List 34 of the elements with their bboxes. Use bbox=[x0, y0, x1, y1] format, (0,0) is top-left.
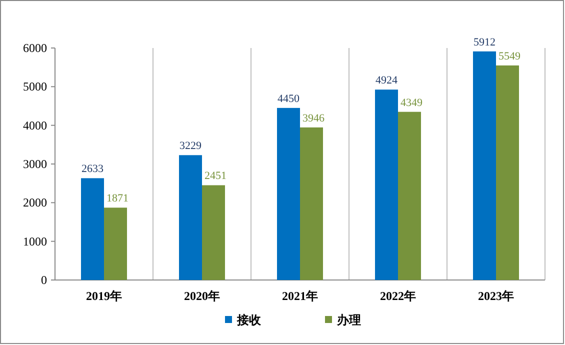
data-label: 5912 bbox=[474, 36, 496, 48]
data-label: 3229 bbox=[180, 140, 202, 152]
legend-label: 接收 bbox=[236, 313, 262, 327]
y-tick-label: 3000 bbox=[23, 157, 47, 171]
x-tick-label: 2020年 bbox=[184, 289, 220, 303]
y-tick-label: 2000 bbox=[23, 196, 47, 210]
x-tick-label: 2021年 bbox=[282, 289, 318, 303]
bar bbox=[473, 51, 496, 280]
legend-label: 办理 bbox=[336, 313, 361, 327]
bar bbox=[202, 185, 225, 280]
bar bbox=[179, 155, 202, 280]
y-tick-label: 1000 bbox=[23, 234, 47, 248]
bar bbox=[398, 112, 421, 280]
data-label: 2633 bbox=[82, 163, 104, 176]
y-tick-label: 4000 bbox=[23, 118, 47, 132]
bar bbox=[277, 108, 300, 280]
bar bbox=[81, 178, 104, 280]
x-tick-label: 2023年 bbox=[478, 289, 514, 303]
data-label: 4450 bbox=[278, 92, 300, 105]
y-tick-label: 5000 bbox=[23, 80, 47, 94]
bar bbox=[300, 127, 323, 280]
data-label: 1871 bbox=[106, 192, 128, 205]
bar bbox=[496, 65, 519, 280]
y-tick-label: 0 bbox=[41, 273, 47, 287]
y-tick-label: 6000 bbox=[23, 41, 47, 55]
x-tick-label: 2022年 bbox=[380, 289, 416, 303]
data-label: 5549 bbox=[498, 50, 521, 62]
bar bbox=[104, 208, 127, 280]
data-label: 3946 bbox=[302, 112, 325, 124]
data-label: 4349 bbox=[400, 96, 423, 109]
x-tick-label: 2019年 bbox=[86, 289, 122, 303]
bar bbox=[375, 90, 398, 280]
data-label: 2451 bbox=[204, 170, 226, 182]
data-label: 4924 bbox=[376, 74, 398, 87]
